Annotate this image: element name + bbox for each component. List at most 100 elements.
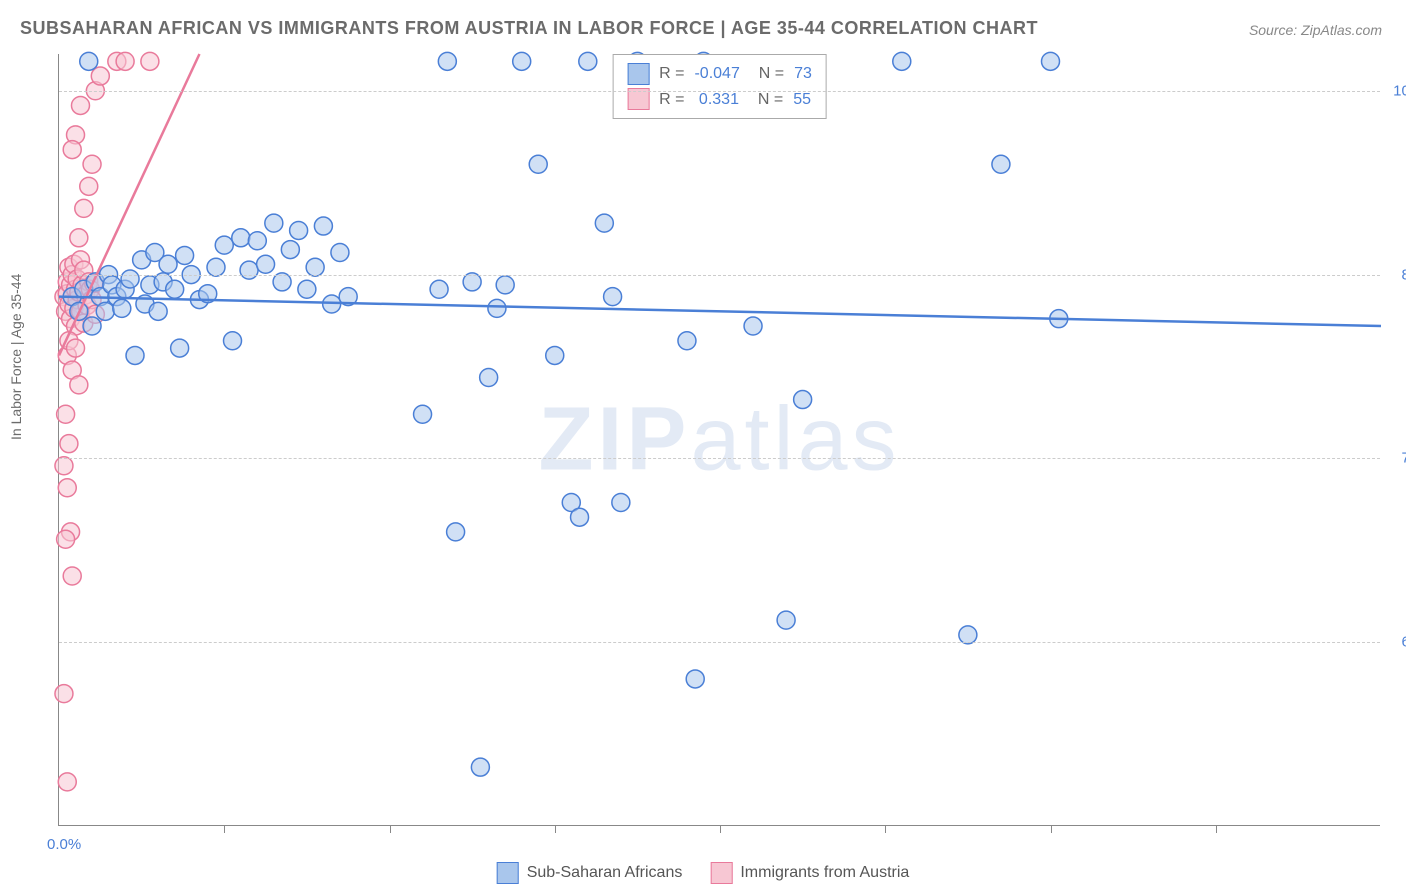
data-point [314,217,332,235]
data-point [83,317,101,335]
data-point [480,369,498,387]
data-point [546,346,564,364]
y-tick-label: 87.5% [1401,266,1406,283]
data-point [686,670,704,688]
data-point [579,52,597,70]
legend-row-series-0: R = -0.047 N = 73 [627,61,812,87]
data-point [224,332,242,350]
data-point [75,199,93,217]
data-point [166,280,184,298]
y-tick-label: 100.0% [1393,82,1406,99]
swatch-series-0 [627,63,649,85]
x-tick [1051,825,1052,833]
data-point [159,255,177,273]
data-point [331,244,349,262]
data-point [96,302,114,320]
x-tick [390,825,391,833]
legend-swatch-0 [497,862,519,884]
data-point [91,67,109,85]
data-point [959,626,977,644]
y-axis-label: In Labor Force | Age 35-44 [8,274,24,440]
data-point [149,302,167,320]
source-attribution: Source: ZipAtlas.com [1249,22,1382,38]
data-point [63,141,81,159]
data-point [893,52,911,70]
data-point [447,523,465,541]
x-tick [224,825,225,833]
legend-item-0: Sub-Saharan Africans [497,862,683,884]
gridline [59,275,1380,276]
chart-title: SUBSAHARAN AFRICAN VS IMMIGRANTS FROM AU… [20,18,1038,39]
data-point [430,280,448,298]
data-point [471,758,489,776]
data-point [777,611,795,629]
data-point [113,299,131,317]
data-point [55,685,73,703]
data-point [1042,52,1060,70]
data-point [126,346,144,364]
x-tick [555,825,556,833]
data-point [488,299,506,317]
data-point [207,258,225,276]
data-point [116,52,134,70]
data-point [281,241,299,259]
n-label: N = [750,61,784,87]
data-point [496,276,514,294]
data-point [80,52,98,70]
plot-area: R = -0.047 N = 73 R = 0.331 N = 55 ZIPat… [58,54,1380,826]
data-point [992,155,1010,173]
y-tick-label: 75.0% [1401,450,1406,467]
gridline [59,91,1380,92]
data-point [298,280,316,298]
data-point [83,155,101,173]
data-point [71,96,89,114]
chart-container: SUBSAHARAN AFRICAN VS IMMIGRANTS FROM AU… [0,0,1406,892]
legend-label-1: Immigrants from Austria [740,864,909,882]
x-axis-min-label: 0.0% [47,836,81,853]
data-point [604,288,622,306]
data-point [414,405,432,423]
data-point [67,339,85,357]
series-legend: Sub-Saharan Africans Immigrants from Aus… [497,862,910,884]
data-point [58,773,76,791]
r-value-0: -0.047 [694,61,739,87]
data-point [57,530,75,548]
data-point [58,479,76,497]
data-point [571,508,589,526]
correlation-legend: R = -0.047 N = 73 R = 0.331 N = 55 [612,54,827,119]
gridline [59,642,1380,643]
data-point [176,246,194,264]
data-point [612,493,630,511]
data-point [63,567,81,585]
data-point [121,270,139,288]
r-label: R = [659,61,684,87]
x-tick [720,825,721,833]
data-point [794,391,812,409]
trend-line [59,297,1381,326]
legend-swatch-1 [710,862,732,884]
data-point [232,229,250,247]
legend-item-1: Immigrants from Austria [710,862,909,884]
data-point [240,261,258,279]
data-point [171,339,189,357]
data-point [57,405,75,423]
data-point [70,376,88,394]
data-point [290,221,308,239]
scatter-svg [59,54,1380,825]
data-point [529,155,547,173]
data-point [257,255,275,273]
n-value-0: 73 [794,61,812,87]
data-point [306,258,324,276]
data-point [595,214,613,232]
y-tick-label: 62.5% [1401,634,1406,651]
data-point [273,273,291,291]
data-point [70,229,88,247]
x-tick [885,825,886,833]
data-point [141,52,159,70]
data-point [438,52,456,70]
data-point [463,273,481,291]
data-point [55,457,73,475]
data-point [60,435,78,453]
data-point [744,317,762,335]
data-point [265,214,283,232]
